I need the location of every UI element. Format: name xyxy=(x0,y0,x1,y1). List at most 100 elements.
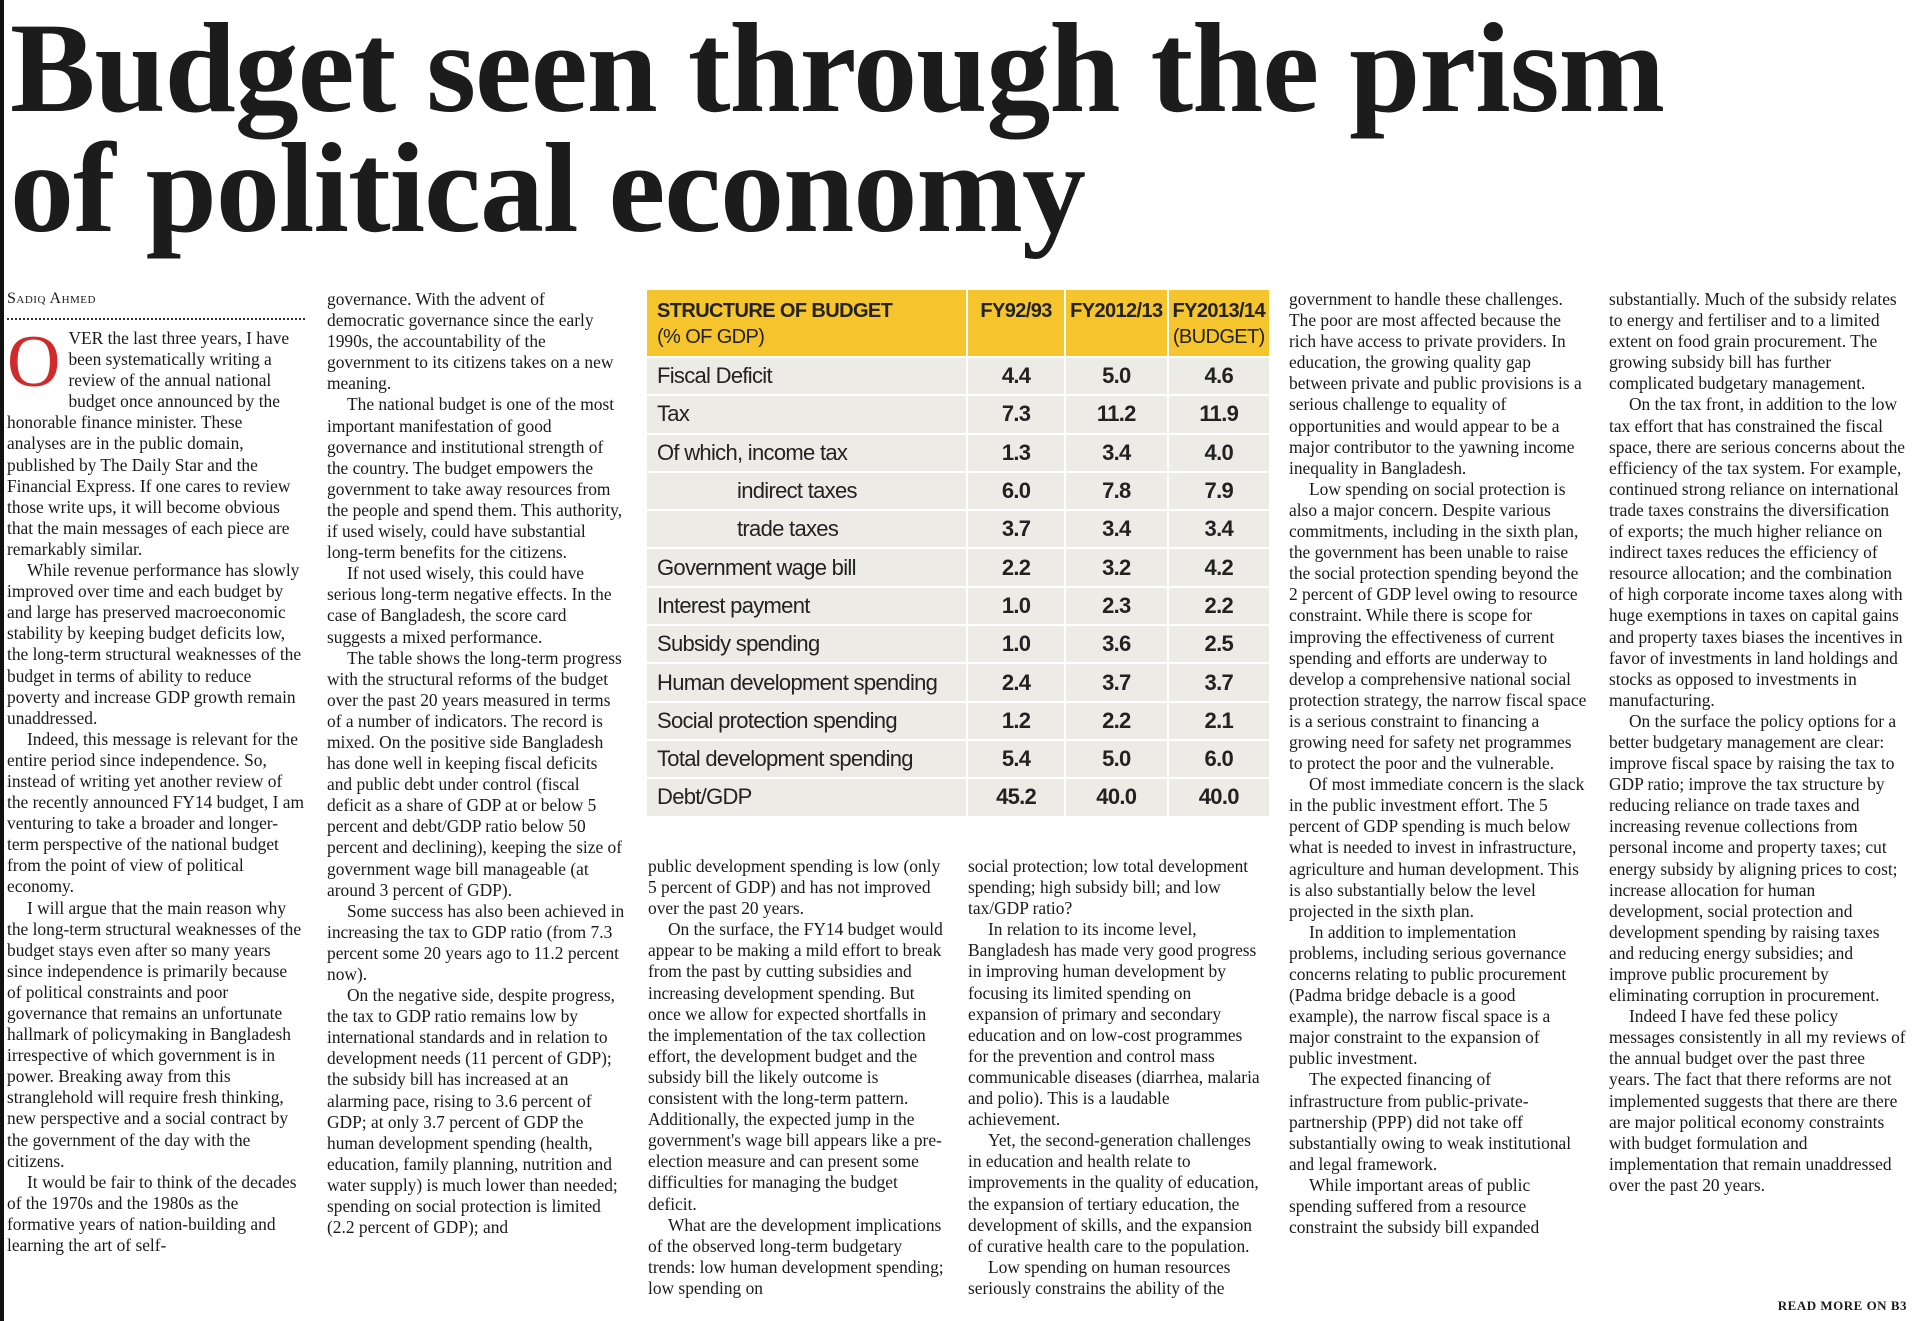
cell-value: 4.6 xyxy=(1166,355,1269,396)
paragraph: While important areas of public spending… xyxy=(1289,1174,1540,1238)
table-subtitle: (% OF GDP) xyxy=(657,326,765,348)
paragraph: public development spending is low (only… xyxy=(648,856,941,919)
cell-value: 6.0 xyxy=(966,470,1066,511)
row-label: Interest payment xyxy=(647,585,968,626)
table-header-cell: FY2013/14 (BUDGET) xyxy=(1166,290,1269,357)
row-label: indirect taxes xyxy=(647,470,968,511)
row-label: Debt/GDP xyxy=(647,777,968,816)
cell-value: 6.0 xyxy=(1166,738,1269,779)
table-header-row: STRUCTURE OF BUDGET (% OF GDP) FY92/93 FY2… xyxy=(647,290,1269,357)
cell-value: 3.7 xyxy=(1166,662,1269,702)
cell-value: 2.2 xyxy=(966,547,1066,587)
cell-value: 3.4 xyxy=(1064,509,1168,549)
cell-value: 3.4 xyxy=(1064,432,1168,472)
table-row: Government wage bill 2.2 3.2 4.2 xyxy=(647,547,1269,587)
table-row: Tax 7.3 11.2 11.9 xyxy=(647,394,1269,434)
paragraph: Yet, the second-generation challenges in… xyxy=(968,1130,1259,1256)
header-line: (BUDGET) xyxy=(1172,326,1265,348)
headline-line: Budget seen through the prism xyxy=(10,0,1665,139)
cell-value: 11.9 xyxy=(1166,394,1269,434)
paragraph: On the surface, the FY14 budget would ap… xyxy=(648,919,943,1214)
paragraph: government to handle these challenges. T… xyxy=(1289,289,1582,478)
row-label: Human development spending xyxy=(647,662,968,702)
header-line: FY2013/14 xyxy=(1172,300,1266,322)
row-label: Of which, income tax xyxy=(647,432,968,472)
paragraph: What are the development implications of… xyxy=(648,1214,944,1298)
text-column: governance. With the advent of democrati… xyxy=(327,289,625,1238)
cell-value: 2.1 xyxy=(1166,700,1269,740)
paragraph: The table shows the long-term progress w… xyxy=(327,647,623,900)
paragraph: Indeed, this message is relevant for the… xyxy=(7,728,304,897)
cell-value: 3.7 xyxy=(1064,662,1168,702)
cell-value: 3.2 xyxy=(1064,547,1168,587)
cell-value: 2.4 xyxy=(966,662,1066,702)
cell-value: 1.2 xyxy=(966,700,1066,740)
table-row: Interest payment 1.0 2.3 2.2 xyxy=(647,585,1269,626)
row-label: Social protection spending xyxy=(647,700,968,740)
row-label: Fiscal Deficit xyxy=(647,355,968,396)
cell-value: 4.2 xyxy=(1166,547,1269,587)
row-label: Total development spending xyxy=(647,738,968,779)
paragraph: On the negative side, despite progress, … xyxy=(327,985,618,1238)
paragraph: Of most immediate concern is the slack i… xyxy=(1289,774,1585,921)
text-column: government to handle these challenges. T… xyxy=(1289,289,1587,1238)
byline-rule xyxy=(7,318,305,320)
row-label: Subsidy spending xyxy=(647,624,968,664)
cell-value: 40.0 xyxy=(1064,777,1168,816)
cell-value: 4.4 xyxy=(966,355,1066,396)
paragraph: It would be fair to think of the decades… xyxy=(7,1171,297,1256)
table-title: STRUCTURE OF BUDGET xyxy=(657,300,893,322)
paragraph: In relation to its income level, Banglad… xyxy=(968,919,1260,1130)
budget-table: STRUCTURE OF BUDGET (% OF GDP) FY92/93 FY2… xyxy=(647,290,1269,816)
paragraph: Indeed I have fed these policy messages … xyxy=(1609,1006,1906,1195)
table-header-cell: FY92/93 xyxy=(966,290,1066,357)
cell-value: 5.0 xyxy=(1064,355,1168,396)
cell-value: 1.0 xyxy=(966,624,1066,664)
byline: Sadiq Ahmed xyxy=(7,290,96,307)
paragraph: Some success has also been achieved in i… xyxy=(327,900,625,984)
text-column: substantially. Much of the subsidy relat… xyxy=(1609,289,1907,1196)
cell-value: 2.5 xyxy=(1166,624,1269,664)
paragraph: Low spending on social protection is als… xyxy=(1289,478,1587,774)
table-row: Human development spending 2.4 3.7 3.7 xyxy=(647,662,1269,702)
table-row: Of which, income tax 1.3 3.4 4.0 xyxy=(647,432,1269,472)
cell-value: 5.0 xyxy=(1064,738,1168,779)
row-label: trade taxes xyxy=(647,509,968,549)
cell-value: 2.2 xyxy=(1166,585,1269,626)
table-row: Subsidy spending 1.0 3.6 2.5 xyxy=(647,624,1269,664)
paragraph: While revenue performance has slowly imp… xyxy=(7,560,302,728)
table-title-cell: STRUCTURE OF BUDGET (% OF GDP) xyxy=(647,290,968,357)
cell-value: 2.3 xyxy=(1064,585,1168,626)
cell-value: 7.3 xyxy=(966,394,1066,434)
cell-value: 5.4 xyxy=(966,738,1066,779)
page-edge xyxy=(0,0,4,1321)
cell-value: 45.2 xyxy=(966,777,1066,816)
paragraph: substantially. Much of the subsidy relat… xyxy=(1609,289,1897,394)
cell-value: 3.6 xyxy=(1064,624,1168,664)
headline: Budget seen through the prism of politic… xyxy=(10,0,1905,259)
text-column: OVER the last three years, I have been s… xyxy=(7,321,305,1256)
cell-value: 11.2 xyxy=(1064,394,1168,434)
row-label: Tax xyxy=(647,394,968,434)
paragraph: On the tax front, in addition to the low… xyxy=(1609,394,1905,710)
paragraph: The expected financing of infrastructure… xyxy=(1289,1069,1572,1174)
cell-value: 3.7 xyxy=(966,509,1066,549)
header-line: FY2012/13 xyxy=(1070,300,1163,322)
cell-value: 7.8 xyxy=(1064,470,1168,511)
paragraph: governance. With the advent of democrati… xyxy=(327,289,614,394)
table-row: indirect taxes 6.0 7.8 7.9 xyxy=(647,470,1269,511)
cell-value: 2.2 xyxy=(1064,700,1168,740)
table-row: trade taxes 3.7 3.4 3.4 xyxy=(647,509,1269,549)
paragraph: On the surface the policy options for a … xyxy=(1609,710,1898,1006)
read-more: READ MORE ON B3 xyxy=(1777,1298,1907,1313)
headline-line: of political economy xyxy=(10,117,1086,259)
table-row: Total development spending 5.4 5.0 6.0 xyxy=(647,738,1269,779)
paragraph: If not used wisely, this could have seri… xyxy=(327,563,612,647)
header-line: FY92/93 xyxy=(980,300,1052,322)
table-body: Fiscal Deficit 4.4 5.0 4.6 Tax 7.3 11.2 11.9 Of … xyxy=(647,355,1269,816)
paragraph: Low spending on human resources seriousl… xyxy=(968,1256,1231,1298)
cell-value: 4.0 xyxy=(1166,432,1269,472)
cell-value: 7.9 xyxy=(1166,470,1269,511)
table-row: Fiscal Deficit 4.4 5.0 4.6 xyxy=(647,355,1269,396)
